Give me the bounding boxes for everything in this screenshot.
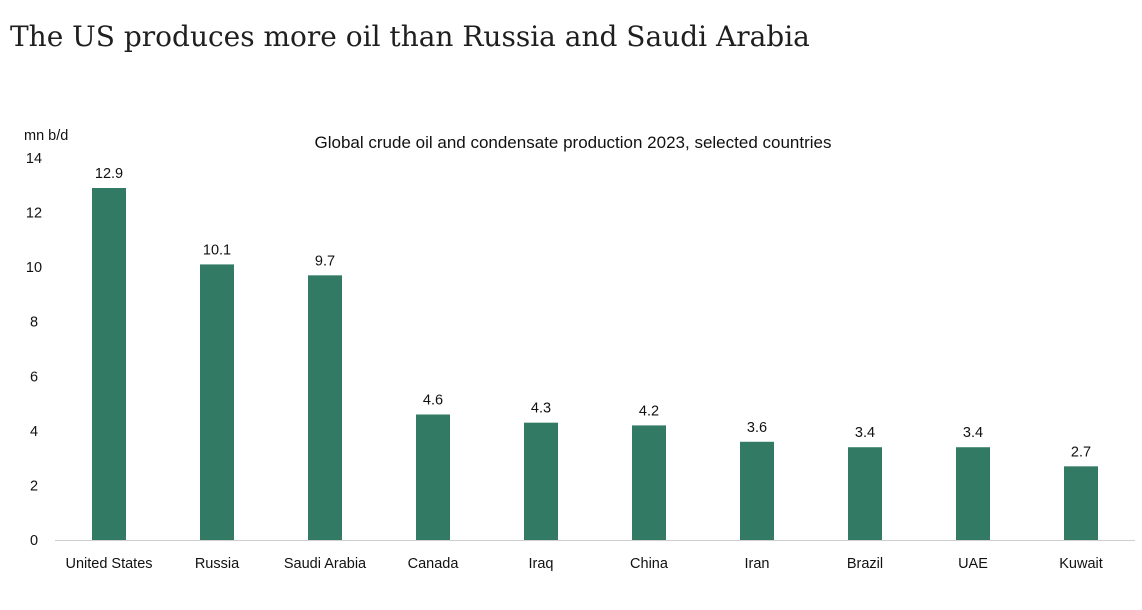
x-tick-label: UAE	[958, 556, 988, 572]
data-label: 3.4	[963, 425, 983, 441]
bar-brazil	[848, 447, 882, 540]
x-tick-label: Iraq	[529, 556, 554, 572]
data-label: 3.6	[747, 420, 767, 436]
x-axis: United States Russia Saudi Arabia Canada Ira…	[65, 556, 1102, 572]
bar-kuwait	[1064, 466, 1098, 540]
y-tick-label: 2	[30, 478, 38, 494]
bar-united-states	[92, 188, 126, 540]
x-tick-label: United States	[65, 556, 152, 572]
bar-russia	[200, 264, 234, 540]
y-tick-label: 10	[26, 260, 42, 276]
bar-china	[632, 425, 666, 540]
x-tick-label: Canada	[408, 556, 460, 572]
x-tick-label: Kuwait	[1059, 556, 1103, 572]
bar-iran	[740, 441, 774, 540]
x-tick-label: Brazil	[847, 556, 883, 572]
data-label: 4.2	[639, 403, 659, 419]
y-axis: 0 2 4 6 8 10 12 14	[26, 151, 42, 549]
data-label: 9.7	[315, 253, 335, 269]
y-tick-label: 8	[30, 315, 38, 331]
x-tick-label: Iran	[745, 556, 770, 572]
data-label: 10.1	[203, 242, 231, 258]
bar-uae	[956, 447, 990, 540]
y-tick-label: 6	[30, 369, 38, 385]
x-tick-label: Saudi Arabia	[284, 556, 367, 572]
bar-canada	[416, 414, 450, 540]
bars	[92, 188, 1098, 540]
data-label: 4.6	[423, 392, 443, 408]
headline: The US produces more oil than Russia and…	[10, 20, 810, 53]
data-label: 3.4	[855, 425, 875, 441]
data-label: 2.7	[1071, 444, 1091, 460]
x-tick-label: China	[630, 556, 669, 572]
data-label: 12.9	[95, 166, 123, 182]
chart-title: Global crude oil and condensate producti…	[315, 133, 832, 152]
y-tick-label: 14	[26, 151, 42, 167]
data-label: 4.3	[531, 401, 551, 417]
y-tick-label: 4	[30, 424, 38, 440]
y-tick-label: 12	[26, 206, 42, 222]
bar-iraq	[524, 422, 558, 540]
x-tick-label: Russia	[195, 556, 240, 572]
y-tick-label: 0	[30, 533, 38, 549]
y-axis-unit-label: mn b/d	[24, 128, 68, 144]
data-labels: 12.9 10.1 9.7 4.6 4.3 4.2 3.6 3.4 3.4 2.7	[95, 166, 1091, 460]
bar-saudi-arabia	[308, 275, 342, 540]
